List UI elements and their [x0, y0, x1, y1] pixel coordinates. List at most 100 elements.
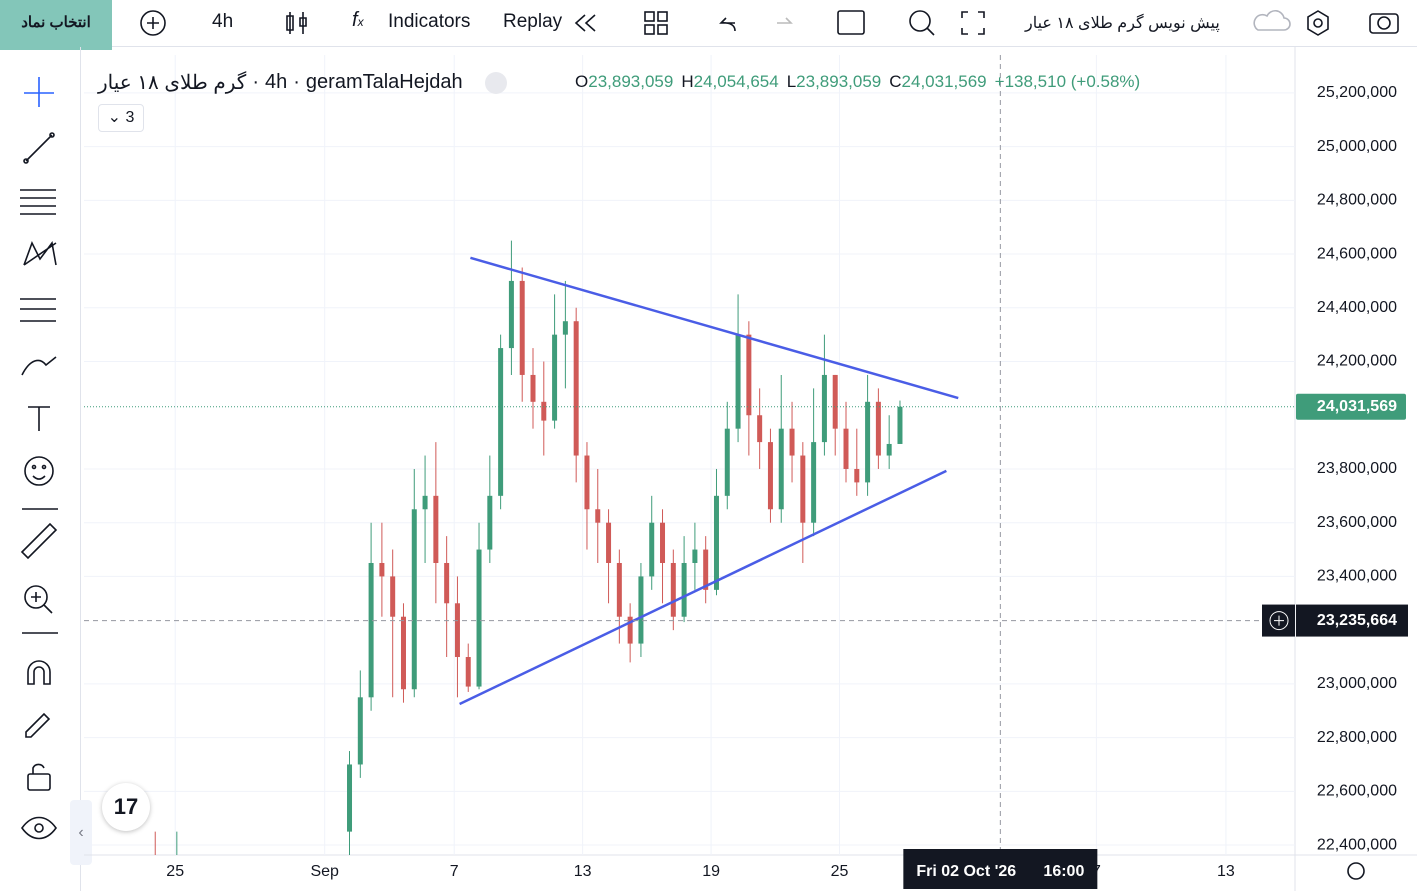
- candle-body: [465, 657, 471, 687]
- candle-body: [390, 576, 396, 617]
- candle-body: [562, 321, 568, 335]
- candle-body: [444, 562, 450, 604]
- candle-body: [649, 522, 655, 577]
- y-tick-label: 25,000,000: [1317, 138, 1397, 155]
- indicators-button[interactable]: Indicators: [388, 11, 471, 32]
- candle-body: [357, 697, 363, 765]
- drawing-tools: [20, 77, 58, 840]
- y-tick-label: 23,000,000: [1317, 675, 1397, 692]
- high-label: H: [681, 72, 694, 91]
- logo[interactable]: 17: [102, 783, 150, 831]
- symbol-name: گرم طلای ۱۸ عیار: [98, 72, 247, 94]
- y-tick-label: 25,200,000: [1317, 84, 1397, 101]
- y-tick-label: 24,400,000: [1317, 299, 1397, 316]
- y-tick-label: 23,600,000: [1317, 514, 1397, 531]
- candle-body: [865, 401, 871, 483]
- y-tick-label: 23,800,000: [1317, 460, 1397, 477]
- candle-body: [616, 562, 622, 617]
- interval[interactable]: 4h: [212, 11, 234, 32]
- candle-body: [530, 374, 536, 402]
- low-label: L: [786, 72, 797, 91]
- candle-body: [767, 442, 773, 510]
- symbol-button-text[interactable]: انتخاب نماد: [21, 14, 91, 31]
- candle-body: [347, 764, 353, 832]
- crosshair-hour-label: 16:00: [1043, 863, 1084, 880]
- high-value: 24,054,654: [693, 72, 779, 91]
- candle-body: [368, 562, 374, 698]
- layout-name[interactable]: پیش نویس گرم طلای ۱۸ عیار: [1025, 15, 1220, 32]
- y-tick-label: 24,600,000: [1317, 245, 1397, 262]
- ticker: geramTalaHejdah: [305, 71, 463, 93]
- y-tick-label: 24,800,000: [1317, 192, 1397, 209]
- drawing-toolbar: [0, 47, 81, 891]
- candle-body: [379, 562, 385, 577]
- x-tick-label: 7: [450, 863, 459, 880]
- legend-menu[interactable]: [484, 71, 507, 94]
- candle-body: [422, 495, 428, 510]
- x-tick-label: 13: [1217, 863, 1235, 880]
- crosshair-time-label: Fri 02 Oct '26: [916, 863, 1016, 880]
- trendline: [459, 469, 947, 706]
- crosshair-price-label: 23,235,664: [1317, 612, 1397, 629]
- candle-body: [703, 549, 709, 590]
- chart-legend: گرم طلای ۱۸ عیار · 4h · geramTalaHejdah: [98, 70, 507, 95]
- candle-body: [454, 603, 460, 658]
- open-value: 23,893,059: [588, 72, 674, 91]
- candle-body: [638, 576, 644, 644]
- candle-body: [832, 374, 838, 429]
- symbol-button[interactable]: انتخاب نماد: [0, 0, 112, 50]
- x-tick-label: 25: [166, 863, 184, 880]
- candle-body: [595, 509, 601, 523]
- candle-body: [875, 401, 881, 456]
- y-tick-label: 22,600,000: [1317, 783, 1397, 800]
- crosshair-plus-icon: [1269, 611, 1289, 631]
- axis-settings[interactable]: [1347, 862, 1365, 880]
- plot-area: [154, 240, 959, 855]
- candle-body: [519, 280, 525, 375]
- open-label: O: [575, 72, 589, 91]
- candle-body: [508, 280, 514, 349]
- candle-body: [821, 374, 827, 443]
- candle-body: [789, 428, 795, 456]
- candle-body: [660, 522, 666, 563]
- top-toolbar: انتخاب نماد 4h fx Indicators Replay پیش …: [0, 0, 1417, 50]
- low-value: 23,893,059: [796, 72, 882, 91]
- candle-body: [400, 616, 406, 690]
- y-tick-label: 22,400,000: [1317, 836, 1397, 853]
- crosshair-time-box: [903, 849, 1098, 889]
- candle-body: [411, 509, 417, 690]
- candle-body: [724, 428, 730, 496]
- last-price-label: 24,031,569: [1317, 398, 1397, 415]
- x-tick-label: 13: [574, 863, 592, 880]
- candle-body: [692, 549, 698, 563]
- candle-body: [735, 334, 741, 429]
- candle-body: [713, 495, 719, 590]
- x-tick-label: Sep: [310, 863, 339, 880]
- candle-body: [433, 495, 439, 563]
- close-value: 24,031,569: [901, 72, 987, 91]
- candle-body: [606, 522, 612, 563]
- y-tick-label: 24,200,000: [1317, 353, 1397, 370]
- indicators-count: 3: [125, 109, 135, 126]
- candle-body: [800, 455, 806, 523]
- y-tick-label: 22,800,000: [1317, 729, 1397, 746]
- candle-body: [843, 428, 849, 469]
- candle-body: [778, 428, 784, 510]
- replay-button[interactable]: Replay: [503, 11, 563, 32]
- x-tick-label: 25: [831, 863, 849, 880]
- indicators-toggle[interactable]: ⌄ 3: [98, 104, 144, 132]
- collapse-button[interactable]: ‹: [70, 800, 92, 865]
- candle-body: [541, 401, 547, 421]
- candle-body: [854, 468, 860, 483]
- ohlc-legend: O 23,893,059 H 24,054,654 L 23,893,059 C 24,…: [575, 72, 1140, 92]
- candle-body: [498, 348, 504, 496]
- candle-body: [627, 616, 633, 644]
- change-value: +138,510 (+0.58%): [994, 72, 1141, 91]
- x-tick-label: 19: [702, 863, 720, 880]
- candle-body: [487, 495, 493, 550]
- candle-body: [886, 443, 892, 456]
- crosshair-price-box: [1296, 604, 1408, 637]
- separator: ·: [293, 71, 300, 93]
- legend-interval: 4h: [265, 71, 288, 93]
